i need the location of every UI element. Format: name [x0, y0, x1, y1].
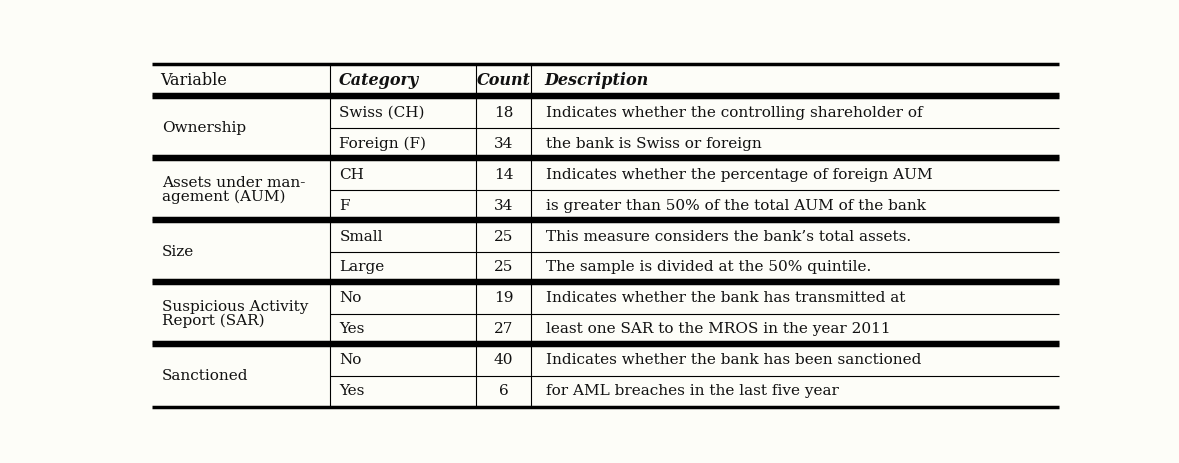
Text: 25: 25 — [494, 230, 513, 244]
Text: Indicates whether the controlling shareholder of: Indicates whether the controlling shareh… — [546, 106, 922, 120]
Text: Size: Size — [162, 245, 195, 259]
Text: No: No — [340, 353, 362, 367]
Text: Count: Count — [476, 72, 531, 89]
Text: Small: Small — [340, 230, 383, 244]
Text: agement (AUM): agement (AUM) — [162, 190, 285, 204]
Text: Foreign (F): Foreign (F) — [340, 137, 427, 151]
Text: Large: Large — [340, 261, 384, 275]
Text: Ownership: Ownership — [162, 121, 246, 135]
Text: 6: 6 — [499, 384, 508, 398]
Text: 14: 14 — [494, 168, 514, 181]
Text: Indicates whether the bank has transmitted at: Indicates whether the bank has transmitt… — [546, 291, 905, 306]
Text: Category: Category — [340, 72, 420, 89]
Text: Yes: Yes — [340, 322, 364, 337]
Text: CH: CH — [340, 168, 364, 181]
Text: Indicates whether the percentage of foreign AUM: Indicates whether the percentage of fore… — [546, 168, 933, 181]
Text: 34: 34 — [494, 137, 513, 151]
Text: Report (SAR): Report (SAR) — [162, 313, 264, 328]
Text: Sanctioned: Sanctioned — [162, 369, 249, 383]
Text: This measure considers the bank’s total assets.: This measure considers the bank’s total … — [546, 230, 911, 244]
Text: 18: 18 — [494, 106, 513, 120]
Text: 27: 27 — [494, 322, 513, 337]
Text: The sample is divided at the 50% quintile.: The sample is divided at the 50% quintil… — [546, 261, 871, 275]
Text: is greater than 50% of the total AUM of the bank: is greater than 50% of the total AUM of … — [546, 199, 926, 213]
Text: F: F — [340, 199, 350, 213]
Text: the bank is Swiss or foreign: the bank is Swiss or foreign — [546, 137, 762, 151]
Text: Suspicious Activity: Suspicious Activity — [162, 300, 309, 314]
Text: least one SAR to the MROS in the year 2011: least one SAR to the MROS in the year 20… — [546, 322, 890, 337]
Text: Yes: Yes — [340, 384, 364, 398]
Text: 19: 19 — [494, 291, 514, 306]
Text: No: No — [340, 291, 362, 306]
Text: Description: Description — [545, 72, 650, 89]
Text: Assets under man-: Assets under man- — [162, 176, 305, 190]
Text: 25: 25 — [494, 261, 513, 275]
Text: Indicates whether the bank has been sanctioned: Indicates whether the bank has been sanc… — [546, 353, 921, 367]
Text: Variable: Variable — [160, 72, 228, 89]
Text: 34: 34 — [494, 199, 513, 213]
Text: Swiss (CH): Swiss (CH) — [340, 106, 424, 120]
Text: 40: 40 — [494, 353, 514, 367]
Text: for AML breaches in the last five year: for AML breaches in the last five year — [546, 384, 838, 398]
